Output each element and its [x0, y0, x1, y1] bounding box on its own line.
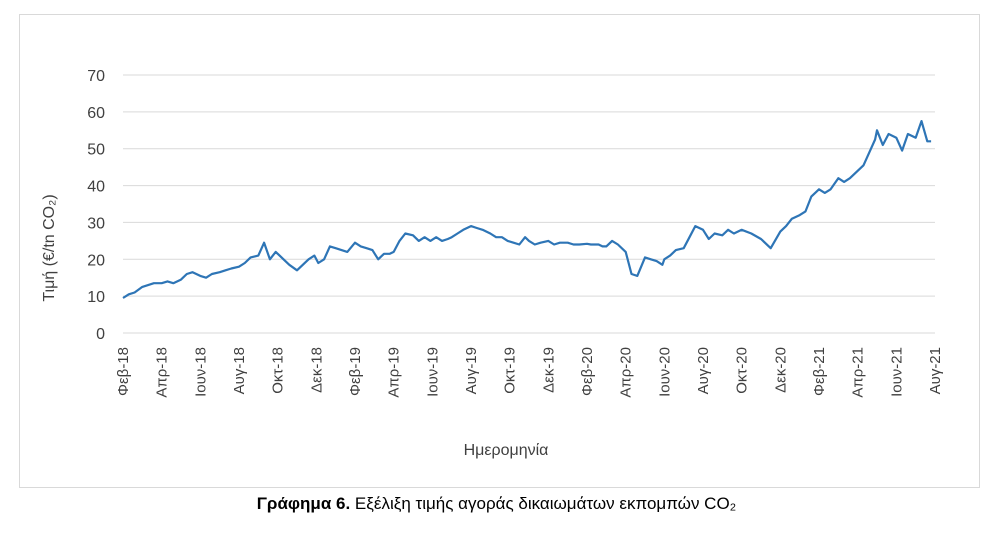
y-tick-label: 50 — [87, 142, 105, 159]
y-tick-label: 20 — [87, 252, 105, 269]
x-tick-label: Απρ-18 — [154, 347, 171, 398]
y-tick-labels: 0 10 20 30 40 50 60 70 — [87, 68, 105, 343]
x-tick-label: Απρ-20 — [618, 347, 635, 398]
x-tick-label: Αυγ-21 — [927, 347, 944, 394]
x-tick-label: Απρ-19 — [386, 347, 403, 398]
x-tick-label: Φεβ-21 — [811, 347, 828, 396]
x-tick-label: Δεκ-18 — [308, 347, 325, 393]
caption-text: Εξέλιξη τιμής αγοράς δικαιωμάτων εκπομπώ… — [354, 494, 737, 513]
figure-caption: Γράφημα 6. Εξέλιξη τιμής αγοράς δικαιωμά… — [0, 494, 993, 514]
chart-frame — [19, 14, 980, 488]
x-tick-label: Ιουν-19 — [424, 347, 441, 397]
x-axis-label: Ημερομηνία — [464, 442, 549, 459]
y-tick-label: 30 — [87, 215, 105, 232]
y-tick-label: 60 — [87, 105, 105, 122]
x-tick-label: Δεκ-20 — [772, 347, 789, 393]
y-tick-label: 70 — [87, 68, 105, 85]
x-tick-label: Δεκ-19 — [540, 347, 557, 393]
x-tick-label: Οκτ-18 — [270, 347, 287, 394]
x-tick-label: Ιουν-21 — [888, 347, 905, 397]
x-tick-label: Αυγ-19 — [463, 347, 480, 394]
x-tick-label: Φεβ-19 — [347, 347, 364, 396]
x-tick-label: Απρ-21 — [850, 347, 867, 398]
y-axis-label: Τιμή (€/tn CO₂) — [41, 194, 58, 301]
x-tick-label: Αυγ-18 — [231, 347, 248, 394]
price-line-chart: 0 10 20 30 40 50 60 70 Φεβ-18 Απρ-18 Ιουν-18 Αυγ-1… — [41, 68, 944, 459]
y-tick-label: 10 — [87, 289, 105, 306]
x-tick-label: Οκτ-20 — [734, 347, 751, 394]
x-tick-label: Φεβ-20 — [579, 347, 596, 396]
gridlines — [123, 74, 935, 334]
y-tick-label: 40 — [87, 179, 105, 196]
x-tick-label: Ιουν-20 — [656, 347, 673, 397]
x-tick-labels: Φεβ-18 Απρ-18 Ιουν-18 Αυγ-18 Οκτ-18 Δεκ-18 Φεβ… — [115, 347, 944, 398]
series-line — [122, 120, 932, 299]
x-tick-label: Φεβ-18 — [115, 347, 132, 396]
x-tick-label: Ιουν-18 — [192, 347, 209, 397]
y-tick-label: 0 — [96, 326, 105, 343]
x-tick-label: Οκτ-19 — [502, 347, 519, 394]
x-tick-label: Αυγ-20 — [695, 347, 712, 394]
caption-label: Γράφημα 6. — [256, 494, 351, 513]
